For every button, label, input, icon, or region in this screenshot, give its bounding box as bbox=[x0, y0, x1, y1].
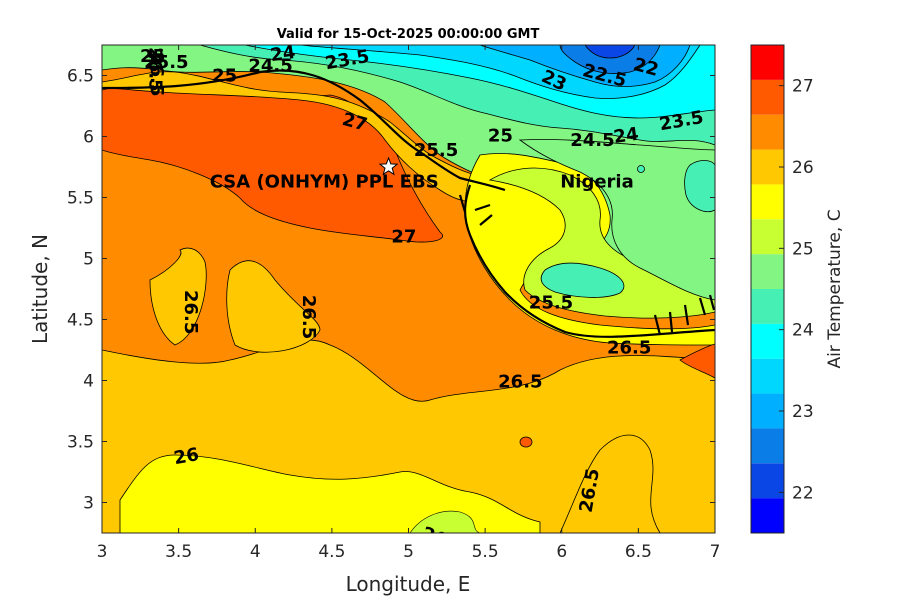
region-sw-green bbox=[409, 510, 481, 533]
y-tick-label-0: 3 bbox=[83, 494, 94, 514]
y-tick-label-5: 5.5 bbox=[67, 189, 94, 209]
region-se-warm bbox=[679, 343, 715, 379]
region-inland-green bbox=[518, 139, 715, 301]
contour-label-12: 24 bbox=[612, 124, 640, 148]
colorbar-swatch-5 bbox=[751, 323, 784, 359]
region-small-pocket bbox=[519, 436, 533, 448]
coastline bbox=[102, 69, 715, 338]
star-marker bbox=[378, 156, 399, 176]
colorbar-swatch-10 bbox=[751, 149, 784, 185]
contour-label-20: 25.5 bbox=[529, 292, 573, 313]
colorbar-tick-label-4: 26 bbox=[792, 158, 814, 178]
colorbar-swatch-2 bbox=[751, 428, 784, 464]
contour-label-18: 26.5 bbox=[180, 290, 201, 334]
annotation-1: Nigeria bbox=[560, 172, 634, 193]
region-north-band-215 bbox=[584, 45, 636, 59]
contour-label-15: 25.5 bbox=[414, 140, 458, 161]
colorbar-swatch-1 bbox=[751, 463, 784, 499]
x-tick-label-6: 6 bbox=[556, 542, 567, 562]
contour-label-0: 25 bbox=[140, 46, 165, 67]
x-tick-label-8: 7 bbox=[710, 542, 721, 562]
colorbar-tick-label-1: 23 bbox=[792, 402, 814, 422]
contour-label-13: 24.5 bbox=[570, 130, 614, 151]
chart-title: Valid for 15-Oct-2025 00:00:00 GMT bbox=[277, 27, 540, 42]
x-tick-label-1: 3.5 bbox=[165, 542, 192, 562]
y-tick-label-7: 6.5 bbox=[67, 67, 94, 87]
y-axis: 3 3.5 4 4.5 5 5.5 6 6.5 bbox=[67, 67, 715, 514]
region-sw-yellow2 bbox=[119, 454, 541, 533]
y-axis-label: Latitude, N bbox=[28, 234, 52, 344]
contour-label-23: 26 bbox=[172, 444, 200, 469]
colorbar-swatch-6 bbox=[751, 289, 784, 324]
x-tick-label-5: 5.5 bbox=[472, 542, 499, 562]
colorbar-swatch-13 bbox=[751, 45, 784, 80]
colorbar-swatch-7 bbox=[751, 254, 784, 289]
contour-label-3: 26.5 bbox=[146, 52, 167, 96]
y-tick-label-3: 4.5 bbox=[67, 311, 94, 331]
coastline-delta bbox=[458, 194, 715, 336]
region-mid-pocket bbox=[226, 260, 321, 353]
region-inland-aqua2 bbox=[684, 160, 715, 212]
annotations: CSA (ONHYM) PPL EBS Nigeria bbox=[210, 172, 634, 193]
colorbar-tick-label-5: 27 bbox=[792, 77, 814, 97]
region-west-pocket bbox=[149, 247, 207, 346]
region-small-pocket2 bbox=[637, 165, 645, 173]
contour-label-1: 26.5 bbox=[145, 47, 166, 91]
x-tick-label-7: 6.5 bbox=[625, 542, 652, 562]
x-axis: 3 3.5 4 4.5 5 5.5 6 6.5 7 bbox=[97, 45, 721, 562]
contour-label-19: 26.5 bbox=[298, 295, 319, 339]
region-se-orange bbox=[559, 434, 661, 533]
contour-label-4: 25 bbox=[212, 66, 237, 87]
contour-label-17: 27 bbox=[391, 227, 416, 248]
contour-label-22: 26.5 bbox=[498, 372, 542, 393]
colorbar-swatch-4 bbox=[751, 358, 784, 394]
annotation-0: CSA (ONHYM) PPL EBS bbox=[210, 172, 439, 193]
colorbar-frame bbox=[750, 44, 785, 534]
contour-label-24: 26 bbox=[419, 523, 450, 551]
y-tick-label-1: 3.5 bbox=[67, 433, 94, 453]
contour-label-6: 24 bbox=[269, 42, 297, 66]
region-north-band-22 bbox=[559, 45, 661, 74]
region-inland-aqua bbox=[540, 262, 625, 298]
x-tick-label-4: 5 bbox=[403, 542, 414, 562]
colorbar-tick-label-0: 22 bbox=[792, 483, 814, 503]
colorbar-label: Air Temperature, C bbox=[825, 209, 845, 368]
colorbar-swatch-11 bbox=[751, 114, 784, 150]
colorbar: 22 23 24 25 26 27 bbox=[750, 44, 814, 534]
marker-layer bbox=[378, 156, 399, 176]
y-tick-label-2: 4 bbox=[83, 372, 94, 392]
y-tick-label-4: 5 bbox=[83, 250, 94, 270]
x-tick-label-2: 4 bbox=[250, 542, 261, 562]
colorbar-tick-label-2: 24 bbox=[792, 321, 814, 341]
contour-label-21: 26.5 bbox=[607, 338, 651, 359]
colorbar-swatch-0 bbox=[751, 498, 784, 533]
contour-label-2: 25.5 bbox=[144, 52, 188, 73]
contour-label-5: 24.5 bbox=[248, 56, 292, 77]
y-tick-label-6: 6 bbox=[83, 128, 94, 148]
colorbar-swatch-12 bbox=[751, 79, 784, 115]
x-axis-label: Longitude, E bbox=[346, 572, 471, 596]
x-tick-label-0: 3 bbox=[97, 542, 108, 562]
colorbar-swatch-9 bbox=[751, 184, 784, 220]
x-tick-label-3: 4.5 bbox=[318, 542, 345, 562]
colorbar-swatch-3 bbox=[751, 393, 784, 429]
contour-label-14: 25 bbox=[488, 125, 513, 146]
colorbar-swatch-8 bbox=[751, 219, 784, 255]
colorbar-tick-label-3: 25 bbox=[792, 239, 814, 259]
